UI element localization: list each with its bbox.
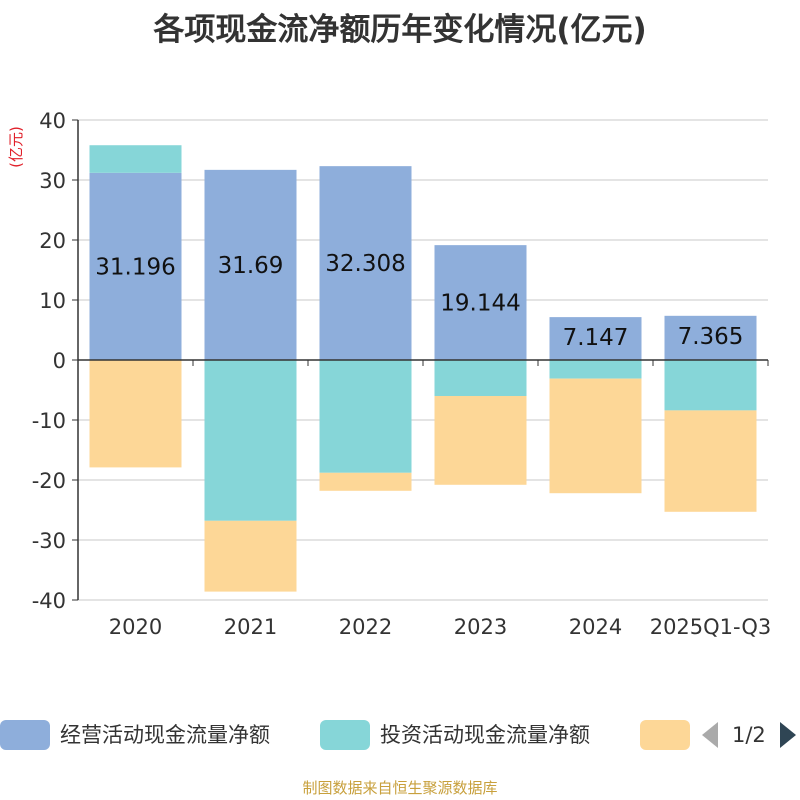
x-tick-label: 2024: [569, 615, 622, 639]
y-tick-label: 20: [39, 229, 66, 253]
legend-prev-icon[interactable]: [700, 720, 720, 750]
axis-layer: 40 30 20 10 0 -10 -20 -30 -40 2020 2021 2022 2023 202…: [32, 109, 772, 639]
legend-label-operating: 经营活动现金流量净额: [60, 723, 270, 747]
data-label: 31.69: [218, 253, 284, 279]
x-tick-label: 2021: [224, 615, 277, 639]
y-tick-label: 40: [39, 109, 66, 133]
x-tick-label: 2025Q1-Q3: [650, 615, 772, 639]
y-tick-label: 10: [39, 289, 66, 313]
bar-0-3[interactable]: [434, 245, 527, 360]
bar-2-1[interactable]: [204, 520, 297, 592]
legend-swatch-operating: [0, 720, 50, 750]
y-tick-label: -30: [32, 529, 66, 553]
bar-1-2[interactable]: [319, 360, 412, 473]
y-axis-title: (亿元): [7, 126, 25, 168]
legend-swatch-financing: [640, 720, 690, 750]
legend-page-indicator: 1/2: [732, 723, 766, 747]
bar-1-4[interactable]: [549, 360, 642, 379]
bar-0-0[interactable]: [89, 172, 182, 360]
bar-0-1[interactable]: [204, 169, 297, 360]
grid-layer: [78, 119, 768, 601]
data-label: 7.147: [563, 325, 629, 351]
bar-2-4[interactable]: [549, 378, 642, 494]
bar-2-5[interactable]: [664, 410, 757, 512]
y-tick-label: 0: [53, 349, 66, 373]
data-label: 31.196: [95, 254, 175, 280]
bar-0-4[interactable]: [549, 317, 642, 360]
bar-0-5[interactable]: [664, 315, 757, 360]
y-tick-label: 30: [39, 169, 66, 193]
bar-2-3[interactable]: [434, 396, 527, 485]
bar-0-2[interactable]: [319, 166, 412, 360]
y-tick-label: -10: [32, 409, 66, 433]
label-layer: 31.196 31.69 32.308 19.144 7.147 7.365: [95, 251, 743, 351]
y-tick-label: -20: [32, 469, 66, 493]
bar-2-2[interactable]: [319, 472, 412, 491]
x-tick-label: 2022: [339, 615, 392, 639]
bar-layer: [89, 145, 757, 592]
bar-1-0[interactable]: [89, 145, 182, 173]
bar-1-5[interactable]: [664, 360, 757, 411]
chart-title: 各项现金流净额历年变化情况(亿元): [153, 12, 647, 48]
bar-1-1[interactable]: [204, 360, 297, 521]
data-label: 7.365: [678, 324, 744, 350]
bar-2-0[interactable]: [89, 360, 182, 468]
legend-swatch-investing: [320, 720, 370, 750]
x-tick-label: 2020: [109, 615, 162, 639]
legend-next-icon[interactable]: [778, 720, 798, 750]
source-note: 制图数据来自恒生聚源数据库: [302, 779, 498, 797]
data-label: 32.308: [325, 251, 405, 277]
x-tick-label: 2023: [454, 615, 507, 639]
legend-label-investing: 投资活动现金流量净额: [380, 723, 590, 747]
y-tick-label: -40: [32, 589, 66, 613]
bar-1-3[interactable]: [434, 360, 527, 396]
data-label: 19.144: [440, 291, 520, 317]
